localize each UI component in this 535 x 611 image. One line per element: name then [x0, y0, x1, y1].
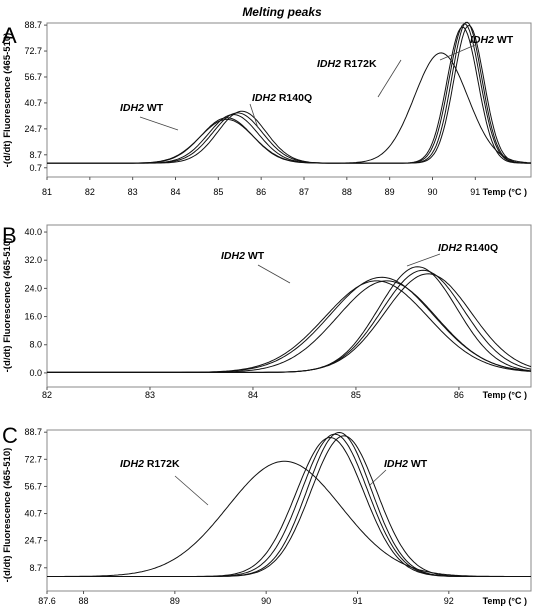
y-tick-label: 40.7	[24, 509, 42, 519]
y-tick-label: 8.0	[29, 340, 42, 350]
series-line-4	[47, 435, 531, 577]
x-tick-label: 86	[454, 390, 464, 400]
y-tick-label: 24.7	[24, 124, 42, 134]
y-tick-label: 8.7	[29, 150, 42, 160]
x-tick-label: 90	[261, 596, 271, 606]
series-line-5	[47, 269, 532, 373]
panel-letter: C	[2, 423, 18, 448]
y-tick-label: 72.7	[24, 454, 42, 464]
y-tick-label: 8.7	[29, 563, 42, 573]
plot-frame	[46, 429, 532, 592]
x-tick-label: 88	[342, 187, 352, 197]
plot-frame	[46, 224, 532, 388]
annotation-label: IDH2 R140Q	[252, 92, 312, 104]
x-tick-label: 82	[42, 390, 52, 400]
x-tick-label: 81	[42, 187, 52, 197]
panel-c: C-(d/dt) Fluorescence (465-510) 88.7 72.7 5…	[2, 423, 532, 606]
annotation-label: IDH2 WT	[470, 34, 514, 46]
series-line-6	[47, 273, 532, 373]
series-line-5	[47, 460, 531, 577]
panel-b: B-(d/dt) Fluorescence (465-510) 40.0 32.0 2…	[2, 223, 532, 400]
annotation-arrow	[369, 469, 387, 486]
x-tick-label: 84	[248, 390, 258, 400]
x-tick-label: 90	[427, 187, 437, 197]
y-axis-label: -(d/dt) Fluorescence (465-510)	[2, 238, 13, 373]
x-tick-label: 91	[352, 596, 362, 606]
y-tick-label: 88.7	[24, 427, 42, 437]
x-tick-label: 82	[85, 187, 95, 197]
x-tick-label: 91	[470, 187, 480, 197]
annotation-label: IDH2 WT	[120, 102, 164, 114]
annotation-label: IDH2 R172K	[317, 58, 377, 70]
x-tick-label: 86	[256, 187, 266, 197]
series-line-2	[47, 276, 532, 373]
x-tick-label: 85	[351, 390, 361, 400]
x-tick-label: 85	[213, 187, 223, 197]
annotation-arrow	[174, 475, 209, 506]
x-tick-label: 83	[145, 390, 155, 400]
y-axis-label: -(d/dt) Fluorescence (465-510)	[2, 448, 13, 583]
series-line-5	[47, 52, 532, 164]
annotation-label: IDH2 WT	[221, 250, 265, 262]
plot-frame	[46, 22, 532, 178]
annotation-label: IDH2 WT	[384, 458, 428, 470]
y-tick-label: 88.7	[24, 20, 42, 30]
x-tick-label: 83	[128, 187, 138, 197]
series-line-2	[47, 433, 531, 577]
y-tick-label: 56.7	[24, 481, 42, 491]
annotation-arrow	[406, 253, 441, 267]
x-tick-label: 87	[299, 187, 309, 197]
x-axis-label: Temp (°C )	[483, 596, 527, 606]
annotation-arrow	[249, 103, 259, 129]
x-tick-label: 89	[385, 187, 395, 197]
x-tick-label: 88	[79, 596, 89, 606]
y-tick-label: 0.0	[29, 368, 42, 378]
y-axis-label: -(d/dt) Fluorescence (465-510)	[2, 33, 13, 168]
annotation-arrow	[439, 44, 476, 61]
figure-title: Melting peaks	[242, 5, 322, 19]
y-tick-label: 16.0	[24, 312, 42, 322]
panel-letter: B	[2, 223, 17, 248]
panel-letter: A	[2, 23, 17, 48]
y-tick-label: 56.7	[24, 72, 42, 82]
x-axis-label: Temp (°C )	[483, 187, 527, 197]
x-tick-label: 87.6	[38, 596, 56, 606]
x-tick-label: 89	[170, 596, 180, 606]
annotation-label: IDH2 R172K	[120, 458, 180, 470]
y-tick-label: 40.0	[24, 227, 42, 237]
annotation-arrow	[257, 264, 291, 284]
y-tick-label: 40.7	[24, 98, 42, 108]
x-tick-label: 92	[444, 596, 454, 606]
y-tick-label: 24.7	[24, 536, 42, 546]
y-tick-label: 24.0	[24, 283, 42, 293]
panel-a: A-(d/dt) Fluorescence (465-510) 88.7 72.7 5…	[2, 20, 532, 197]
annotation-arrow	[139, 116, 179, 131]
series-line-3	[47, 431, 531, 577]
y-tick-label: 32.0	[24, 255, 42, 265]
annotation-label: IDH2 R140Q	[438, 242, 498, 254]
x-axis-label: Temp (°C )	[483, 390, 527, 400]
y-tick-label: 72.7	[24, 46, 42, 56]
annotation-arrow	[377, 59, 402, 98]
y-tick-label: 0.7	[29, 163, 42, 173]
x-tick-label: 84	[170, 187, 180, 197]
